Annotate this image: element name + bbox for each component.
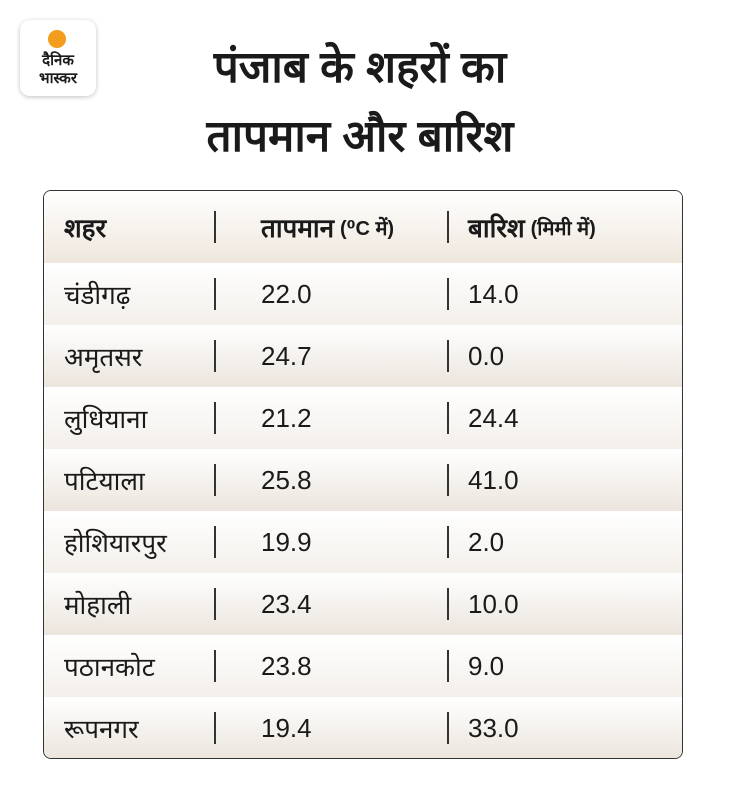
table-cell: 41.0 [468, 464, 519, 495]
header-unit: (⁰C में) [340, 217, 395, 240]
table-cell: मोहाली [64, 590, 132, 620]
title: तापमान और बारिश [206, 112, 514, 161]
header-label: तापमान [261, 213, 335, 243]
table-row: रूपनगर 19.4 33.0 [44, 697, 682, 758]
column-separator [214, 588, 216, 620]
table-row: पठानकोट 23.8 9.0 [44, 635, 682, 697]
table-row: अमृतसर 24.7 0.0 [44, 325, 682, 387]
table-cell: 25.8 [261, 464, 312, 495]
table: शहर तापमान (⁰C में) बारिश (मिमी में) चंडीगढ़ 2… [43, 190, 683, 759]
column-separator [214, 464, 216, 496]
header-cell: शहर [64, 191, 106, 263]
table-cell: पठानकोट [64, 652, 155, 682]
table-cell: 33.0 [468, 712, 519, 743]
logo-text: दैनिक [42, 52, 74, 69]
table-row: चंडीगढ़ 22.0 14.0 [44, 263, 682, 325]
table-cell: होशियारपुर [64, 528, 167, 558]
title: पंजाब के शहरों का [213, 43, 507, 92]
column-separator [214, 402, 216, 434]
column-separator [447, 402, 449, 434]
table-cell: 19.9 [261, 526, 312, 557]
logo: दैनिक भास्कर [20, 20, 96, 96]
table-cell: पटियाला [64, 466, 145, 496]
column-separator [447, 712, 449, 744]
column-separator [447, 340, 449, 372]
table-cell: 0.0 [468, 340, 505, 371]
column-separator [214, 278, 216, 310]
column-separator [447, 650, 449, 682]
table-cell: 19.4 [261, 712, 312, 743]
header-label: बारिश [468, 213, 525, 243]
column-separator [447, 464, 449, 496]
table-cell: लुधियाना [64, 404, 148, 434]
header-row: शहर तापमान (⁰C में) बारिश (मिमी में) [44, 191, 682, 263]
table-cell: 21.2 [261, 402, 312, 433]
column-separator [447, 278, 449, 310]
header-unit: (मिमी में) [530, 217, 596, 240]
header-cell: बारिश (मिमी में) [468, 191, 596, 263]
column-separator [214, 211, 216, 243]
header-label: शहर [64, 213, 107, 243]
column-separator [447, 211, 449, 243]
table-cell: रूपनगर [64, 714, 139, 744]
table-row: होशियारपुर 19.9 2.0 [44, 511, 682, 573]
column-separator [214, 712, 216, 744]
table-cell: 24.7 [261, 340, 312, 371]
column-separator [447, 526, 449, 558]
table-cell: 24.4 [468, 402, 519, 433]
table-cell: 9.0 [468, 650, 505, 681]
table-row: लुधियाना 21.2 24.4 [44, 387, 682, 449]
table-cell: 23.4 [261, 588, 312, 619]
table-cell: 23.8 [261, 650, 312, 681]
column-separator [214, 650, 216, 682]
table-cell: 10.0 [468, 588, 519, 619]
header-cell: तापमान (⁰C में) [261, 191, 394, 263]
logo-dot [48, 30, 66, 48]
table-cell: अमृतसर [64, 342, 143, 372]
column-separator [447, 588, 449, 620]
table-cell: 14.0 [468, 278, 519, 309]
table-cell: 22.0 [261, 278, 312, 309]
column-separator [214, 526, 216, 558]
table-cell: 2.0 [468, 526, 505, 557]
table-cell: चंडीगढ़ [64, 280, 131, 310]
table-row: मोहाली 23.4 10.0 [44, 573, 682, 635]
column-separator [214, 340, 216, 372]
table-row: पटियाला 25.8 41.0 [44, 449, 682, 511]
logo-text: भास्कर [39, 70, 77, 87]
